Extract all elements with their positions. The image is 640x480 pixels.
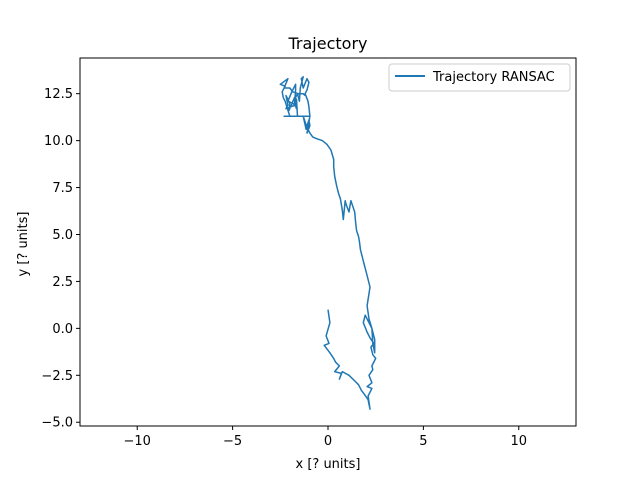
- legend-label-trajectory-ransac: Trajectory RANSAC: [432, 70, 555, 85]
- x-tick-label: −10: [124, 434, 151, 449]
- x-axis-label: x [? units]: [296, 457, 361, 472]
- x-tick-label: 0: [324, 434, 332, 449]
- x-tick-label: −5: [223, 434, 242, 449]
- y-tick-label: 0.0: [52, 322, 73, 337]
- series-line-0: [279, 76, 377, 410]
- y-tick-label: 12.5: [44, 87, 73, 102]
- y-tick-label: −5.0: [41, 416, 73, 431]
- y-tick-label: 10.0: [44, 134, 73, 149]
- plot-area: −10 −5 0 5 10 −5.0 −2.5 0.0 2.5 5.0 7.5 10.0 12.5: [41, 57, 577, 449]
- legend-box: [388, 63, 571, 92]
- y-tick-label: −2.5: [41, 369, 73, 384]
- legend: Trajectory RANSAC: [388, 63, 571, 92]
- y-tick-label: 5.0: [52, 228, 73, 243]
- x-tick-label: 5: [419, 434, 427, 449]
- y-axis-label: y [? units]: [16, 212, 31, 277]
- x-tick-label: 10: [510, 434, 527, 449]
- chart-title: Trajectory: [288, 34, 368, 53]
- y-tick-label: 2.5: [52, 275, 73, 290]
- y-tick-label: 7.5: [52, 181, 73, 196]
